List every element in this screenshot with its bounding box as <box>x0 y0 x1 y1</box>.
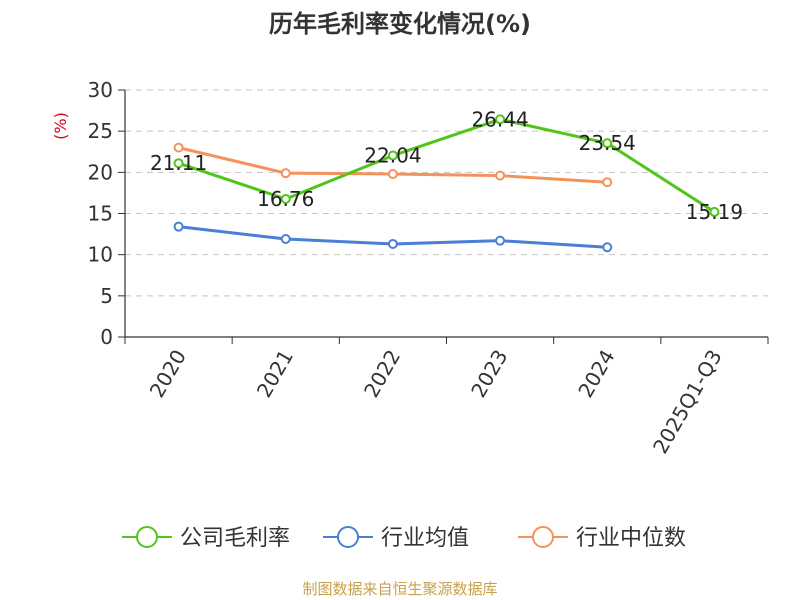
data-point <box>173 142 184 153</box>
data-point <box>387 238 398 249</box>
data-point <box>495 170 506 181</box>
chart-title: 历年毛利率变化情况(%) <box>269 10 531 38</box>
data-point <box>280 234 291 245</box>
data-point <box>602 242 613 253</box>
data-point <box>173 221 184 232</box>
series-layer <box>173 114 720 253</box>
gridlines <box>125 89 768 297</box>
data-point <box>495 235 506 246</box>
series-line <box>178 117 716 214</box>
data-label: 23.54 <box>579 131 636 155</box>
y-tick-label: 5 <box>100 284 113 308</box>
y-tick-label: 20 <box>88 160 113 184</box>
x-tick-label: 2025Q1-Q3 <box>648 346 727 458</box>
y-tick-label: 15 <box>88 202 113 226</box>
x-tick-label: 2022 <box>359 346 405 402</box>
y-tick-label: 25 <box>88 119 113 143</box>
data-point <box>387 150 398 161</box>
data-point <box>280 194 291 205</box>
x-tick-label: 2024 <box>573 346 619 402</box>
data-labels: 21.11 16.76 22.04 26.44 23.54 15.19 <box>150 107 743 224</box>
x-tick-label: 2021 <box>252 346 298 402</box>
data-label: 22.04 <box>364 144 421 168</box>
legend-marker <box>136 526 158 548</box>
data-point <box>173 158 184 169</box>
x-tick-label: 2020 <box>145 346 191 402</box>
data-point <box>387 168 398 179</box>
data-point <box>709 206 720 217</box>
y-tick-label: 10 <box>88 243 113 267</box>
y-tick-label: 0 <box>100 325 113 349</box>
legend-marker <box>337 526 359 548</box>
y-axis-unit: (%) <box>51 112 70 140</box>
x-tick-label: 2023 <box>466 346 512 402</box>
axes: 0 5 10 15 20 25 30 2020 2021 2022 2023 2024 2025Q1-Q… <box>88 78 769 458</box>
source-note: 制图数据来自恒生聚源数据库 <box>302 580 497 598</box>
data-label: 16.76 <box>257 187 314 211</box>
legend-marker <box>532 526 554 548</box>
data-label: 26.44 <box>471 107 528 131</box>
y-tick-label: 30 <box>88 78 113 102</box>
data-point <box>602 177 613 188</box>
data-point <box>280 168 291 179</box>
data-point <box>495 114 506 125</box>
legend-label: 行业均值 <box>381 526 469 551</box>
legend-label: 行业中位数 <box>576 526 686 551</box>
legend: 公司毛利率 行业均值 行业中位数 <box>122 526 686 551</box>
data-label: 21.11 <box>150 151 207 175</box>
data-point <box>602 138 613 149</box>
data-label: 15.19 <box>686 200 743 224</box>
legend-label: 公司毛利率 <box>180 526 290 551</box>
